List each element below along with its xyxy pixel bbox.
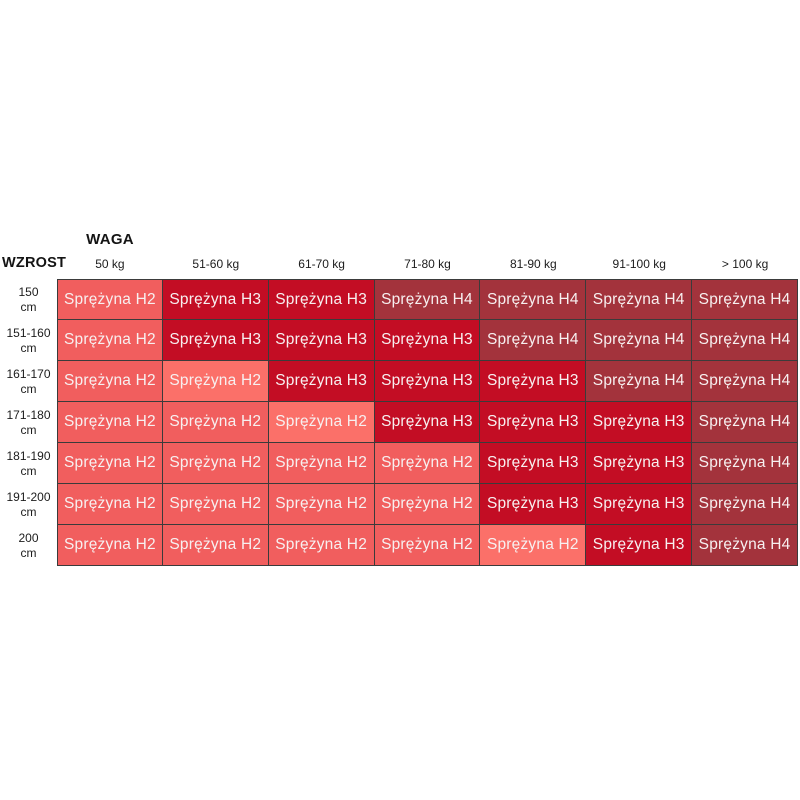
spring-cell: Sprężyna H4 xyxy=(480,320,587,361)
column-header: 50 kg xyxy=(95,257,125,271)
row-header-unit: cm xyxy=(20,422,37,437)
spring-cell: Sprężyna H3 xyxy=(480,443,587,484)
row-header-value: 150 xyxy=(18,284,39,299)
height-axis-label: WZROST xyxy=(2,255,67,271)
spring-cell: Sprężyna H2 xyxy=(57,320,163,361)
spring-cell: Sprężyna H4 xyxy=(480,279,587,320)
row-header-unit: cm xyxy=(20,381,37,396)
spring-cell: Sprężyna H4 xyxy=(692,525,798,566)
spring-cell: Sprężyna H2 xyxy=(162,525,269,566)
row-header-unit: cm xyxy=(20,299,37,314)
spring-cell: Sprężyna H4 xyxy=(692,402,798,443)
column-header: 51-60 kg xyxy=(192,257,240,271)
spring-cell: Sprężyna H2 xyxy=(374,443,481,484)
spring-cell: Sprężyna H2 xyxy=(268,484,375,525)
spring-cell: Sprężyna H2 xyxy=(162,402,269,443)
row-header: 200 cm xyxy=(0,525,57,566)
spring-cell: Sprężyna H4 xyxy=(692,443,798,484)
spring-cell: Sprężyna H3 xyxy=(162,279,269,320)
spring-cell: Sprężyna H4 xyxy=(374,279,481,320)
row-header: 181-190 cm xyxy=(0,443,57,484)
row-header-value: 200 xyxy=(18,530,39,545)
column-header: 61-70 kg xyxy=(298,257,345,271)
spring-cell: Sprężyna H3 xyxy=(268,361,375,402)
weight-axis-label: WAGA xyxy=(86,231,134,248)
row-header-value: 181-190 xyxy=(6,448,51,463)
spring-cell: Sprężyna H2 xyxy=(268,443,375,484)
row-header-value: 151-160 xyxy=(6,325,51,340)
spring-cell: Sprężyna H3 xyxy=(268,320,375,361)
spring-cell: Sprężyna H2 xyxy=(374,484,481,525)
column-header: 91-100 kg xyxy=(612,257,666,271)
row-header-unit: cm xyxy=(20,504,37,519)
row-header-value: 191-200 xyxy=(6,489,51,504)
spring-cell: Sprężyna H2 xyxy=(480,525,587,566)
spring-cell: Sprężyna H2 xyxy=(268,402,375,443)
row-header: 151-160 cm xyxy=(0,320,57,361)
row-header-value: 161-170 xyxy=(6,366,51,381)
spring-cell: Sprężyna H3 xyxy=(374,402,481,443)
spring-cell: Sprężyna H4 xyxy=(586,320,693,361)
spring-cell: Sprężyna H2 xyxy=(162,361,269,402)
spring-cell: Sprężyna H2 xyxy=(268,525,375,566)
spring-cell: Sprężyna H2 xyxy=(57,484,163,525)
spring-cell: Sprężyna H2 xyxy=(162,484,269,525)
spring-table: 150 cm Sprężyna H2 Sprężyna H3 Sprężyna … xyxy=(0,279,798,566)
spring-cell: Sprężyna H2 xyxy=(57,525,163,566)
spring-cell: Sprężyna H3 xyxy=(586,484,693,525)
column-header: > 100 kg xyxy=(721,257,769,271)
spring-cell: Sprężyna H3 xyxy=(480,402,587,443)
spring-cell: Sprężyna H4 xyxy=(692,320,798,361)
spring-cell: Sprężyna H2 xyxy=(374,525,481,566)
column-header-row: WZROST 50 kg 51-60 kg 61-70 kg 71-80 kg … xyxy=(0,252,798,271)
spring-cell: Sprężyna H4 xyxy=(692,279,798,320)
spring-cell: Sprężyna H2 xyxy=(57,443,163,484)
row-header: 150 cm xyxy=(0,279,57,320)
spring-cell: Sprężyna H2 xyxy=(57,402,163,443)
spring-cell: Sprężyna H4 xyxy=(586,279,693,320)
spring-cell: Sprężyna H4 xyxy=(692,484,798,525)
row-header-unit: cm xyxy=(20,340,37,355)
spring-cell: Sprężyna H3 xyxy=(374,320,481,361)
row-header: 191-200 cm xyxy=(0,484,57,525)
spring-cell: Sprężyna H4 xyxy=(586,361,693,402)
spring-cell: Sprężyna H3 xyxy=(480,361,587,402)
spring-cell: Sprężyna H3 xyxy=(586,525,693,566)
row-header: 161-170 cm xyxy=(0,361,57,402)
row-header: 171-180 cm xyxy=(0,402,57,443)
spring-cell: Sprężyna H2 xyxy=(57,279,163,320)
spring-cell: Sprężyna H3 xyxy=(268,279,375,320)
row-header-unit: cm xyxy=(20,463,37,478)
row-header-value: 171-180 xyxy=(6,407,51,422)
spring-cell: Sprężyna H3 xyxy=(586,443,693,484)
spring-cell: Sprężyna H2 xyxy=(162,443,269,484)
column-header: 81-90 kg xyxy=(510,257,557,271)
row-header-unit: cm xyxy=(20,545,37,560)
column-header: 71-80 kg xyxy=(404,257,451,271)
spring-cell: Sprężyna H3 xyxy=(162,320,269,361)
spring-cell: Sprężyna H2 xyxy=(57,361,163,402)
spring-cell: Sprężyna H3 xyxy=(586,402,693,443)
spring-cell: Sprężyna H3 xyxy=(480,484,587,525)
spring-cell: Sprężyna H3 xyxy=(374,361,481,402)
spring-cell: Sprężyna H4 xyxy=(692,361,798,402)
